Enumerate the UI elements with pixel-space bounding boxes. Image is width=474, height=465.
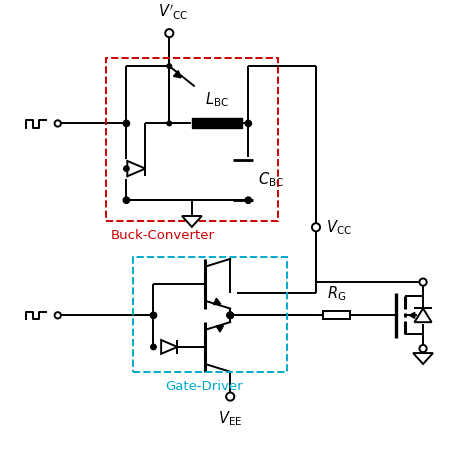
Polygon shape [161,340,177,354]
Text: $R_{\rm G}$: $R_{\rm G}$ [327,284,346,303]
Text: Gate-Driver: Gate-Driver [165,380,242,393]
Circle shape [227,312,233,319]
Circle shape [123,197,129,203]
Circle shape [245,197,251,203]
Polygon shape [182,216,202,227]
Circle shape [312,223,320,232]
Circle shape [245,120,251,126]
Circle shape [419,345,427,352]
Text: $V'_{\rm CC}$: $V'_{\rm CC}$ [158,3,188,22]
Circle shape [124,166,129,171]
Circle shape [167,64,172,68]
Polygon shape [410,312,415,319]
Polygon shape [173,71,181,78]
Bar [323,311,350,319]
Text: $V_{\rm CC}$: $V_{\rm CC}$ [326,218,352,237]
Text: $C_{\rm BC}$: $C_{\rm BC}$ [258,171,284,189]
Circle shape [151,344,156,350]
Circle shape [55,120,61,126]
Polygon shape [414,308,432,322]
Circle shape [55,312,61,319]
Circle shape [150,312,156,319]
Circle shape [227,312,233,319]
Circle shape [227,312,233,319]
Circle shape [123,120,129,126]
Polygon shape [214,298,221,305]
Bar [192,119,242,128]
Text: Buck-Converter: Buck-Converter [110,229,215,242]
Bar [133,257,287,372]
Polygon shape [216,326,223,332]
Polygon shape [413,353,433,364]
Text: $L_{\rm BC}$: $L_{\rm BC}$ [205,90,228,108]
Circle shape [165,29,173,37]
Circle shape [419,279,427,286]
Bar [106,58,278,220]
Circle shape [167,121,172,126]
Circle shape [226,392,234,401]
Polygon shape [128,161,146,176]
Text: $V_{\rm EE}$: $V_{\rm EE}$ [218,409,242,428]
